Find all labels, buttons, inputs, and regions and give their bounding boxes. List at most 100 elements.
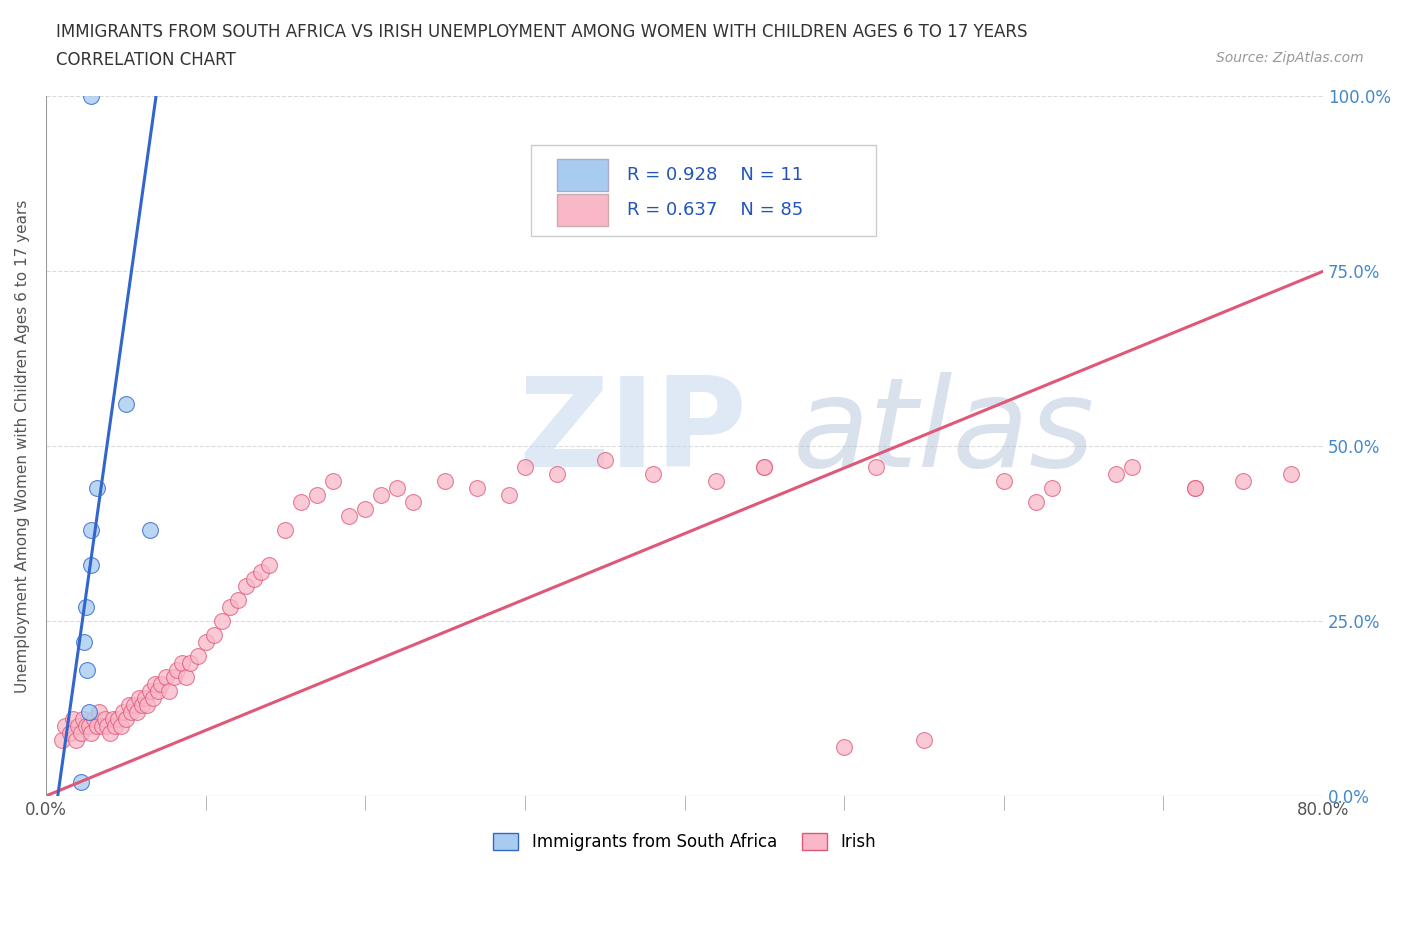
- Point: [187, 648, 209, 663]
- Point: [1184, 481, 1206, 496]
- Point: [122, 698, 145, 712]
- Point: [993, 473, 1015, 488]
- Point: [706, 473, 728, 488]
- Point: [274, 523, 297, 538]
- Point: [98, 725, 121, 740]
- Y-axis label: Unemployment Among Women with Children Ages 6 to 17 years: Unemployment Among Women with Children A…: [15, 199, 30, 693]
- Point: [1025, 495, 1047, 510]
- Point: [94, 711, 117, 726]
- Point: [139, 684, 162, 698]
- Point: [1040, 481, 1063, 496]
- Point: [1121, 459, 1143, 474]
- Point: [832, 739, 855, 754]
- Point: [465, 481, 488, 496]
- Point: [114, 397, 136, 412]
- Point: [434, 473, 457, 488]
- Point: [87, 705, 110, 720]
- Point: [250, 565, 273, 579]
- Point: [211, 614, 233, 629]
- Point: [114, 711, 136, 726]
- Point: [107, 711, 129, 726]
- Text: Source: ZipAtlas.com: Source: ZipAtlas.com: [1216, 51, 1364, 65]
- Point: [75, 600, 97, 615]
- Point: [155, 670, 177, 684]
- Point: [498, 487, 520, 502]
- Point: [120, 705, 142, 720]
- Point: [546, 467, 568, 482]
- Point: [176, 670, 198, 684]
- Point: [402, 495, 425, 510]
- Point: [641, 467, 664, 482]
- Point: [202, 628, 225, 643]
- Point: [77, 719, 100, 734]
- Point: [139, 523, 162, 538]
- Point: [96, 719, 118, 734]
- Point: [131, 698, 153, 712]
- Point: [70, 725, 93, 740]
- Point: [170, 656, 193, 671]
- Point: [79, 523, 101, 538]
- Text: atlas: atlas: [793, 372, 1095, 493]
- FancyBboxPatch shape: [557, 159, 607, 191]
- Point: [75, 719, 97, 734]
- Point: [59, 725, 82, 740]
- Point: [65, 733, 87, 748]
- Point: [79, 725, 101, 740]
- Point: [235, 578, 257, 593]
- Point: [128, 691, 150, 706]
- Point: [865, 459, 887, 474]
- Point: [51, 733, 73, 748]
- Point: [79, 558, 101, 573]
- Point: [111, 705, 134, 720]
- Point: [385, 481, 408, 496]
- Text: CORRELATION CHART: CORRELATION CHART: [56, 51, 236, 69]
- Point: [104, 719, 127, 734]
- Point: [218, 600, 240, 615]
- Legend: Immigrants from South Africa, Irish: Immigrants from South Africa, Irish: [486, 826, 883, 857]
- Point: [143, 676, 166, 691]
- Point: [307, 487, 329, 502]
- Text: ZIP: ZIP: [519, 372, 747, 493]
- Point: [179, 656, 201, 671]
- Point: [125, 705, 148, 720]
- Point: [146, 684, 169, 698]
- Point: [79, 89, 101, 104]
- Point: [101, 711, 124, 726]
- Point: [134, 691, 156, 706]
- Text: R = 0.928    N = 11: R = 0.928 N = 11: [627, 166, 803, 184]
- Point: [754, 459, 776, 474]
- Point: [1232, 473, 1254, 488]
- Point: [354, 501, 377, 516]
- Point: [62, 711, 84, 726]
- Point: [1279, 467, 1302, 482]
- Point: [337, 509, 360, 524]
- Point: [110, 719, 132, 734]
- Point: [1184, 481, 1206, 496]
- Point: [86, 481, 108, 496]
- Point: [259, 558, 281, 573]
- Point: [157, 684, 180, 698]
- FancyBboxPatch shape: [557, 194, 607, 226]
- Point: [53, 719, 76, 734]
- Point: [1104, 467, 1126, 482]
- Text: IMMIGRANTS FROM SOUTH AFRICA VS IRISH UNEMPLOYMENT AMONG WOMEN WITH CHILDREN AGE: IMMIGRANTS FROM SOUTH AFRICA VS IRISH UN…: [56, 23, 1028, 41]
- Point: [163, 670, 186, 684]
- Point: [149, 676, 172, 691]
- Point: [513, 459, 536, 474]
- Point: [322, 473, 344, 488]
- Point: [66, 719, 89, 734]
- Point: [194, 634, 217, 649]
- Point: [72, 711, 94, 726]
- Point: [370, 487, 392, 502]
- Point: [77, 705, 100, 720]
- Point: [142, 691, 165, 706]
- Point: [166, 662, 188, 677]
- Point: [73, 634, 96, 649]
- Point: [118, 698, 141, 712]
- Point: [226, 592, 249, 607]
- Point: [593, 453, 616, 468]
- Point: [76, 662, 98, 677]
- Point: [754, 459, 776, 474]
- Point: [135, 698, 157, 712]
- Point: [86, 719, 108, 734]
